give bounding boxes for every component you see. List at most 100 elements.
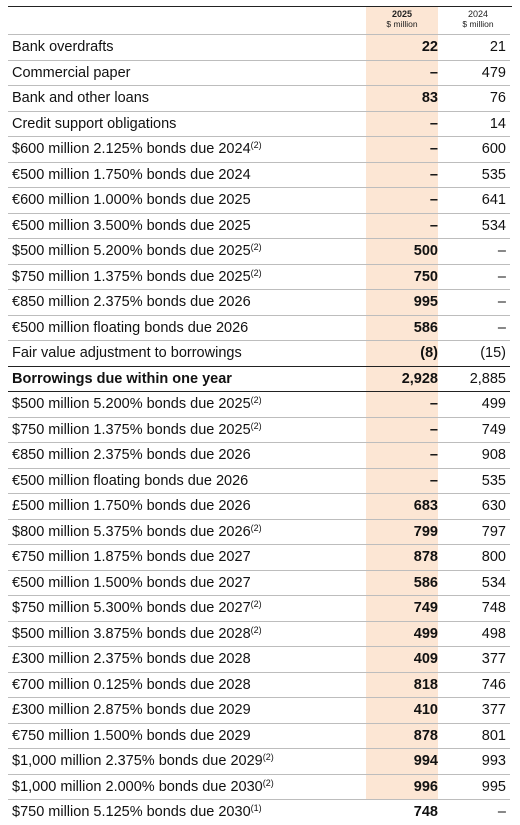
value-2025: 500 [370,238,448,264]
row-label-text: $500 million 5.200% bonds due 2025 [12,243,251,260]
value-2024: 908 [448,442,510,468]
row-label-text: €700 million 0.125% bonds due 2028 [12,676,251,693]
row-label-text: €500 million floating bonds due 2026 [12,319,249,336]
table-row: €850 million 2.375% bonds due 2026 –908 [8,442,510,468]
table-row: €750 million 1.500% bonds due 2029 878 801 [8,722,510,749]
row-label-text: $500 million 3.875% bonds due 2028 [12,625,251,642]
value-2025: 499 [370,620,448,647]
value-2024: 800 [448,544,510,570]
table-row: £300 million 2.875% bonds due 2029 410 377 [8,697,510,723]
row-label-text: Bank overdrafts [12,39,114,56]
row-label: €500 million floating bonds due 2026 [8,467,370,494]
value-2025: – [370,442,448,468]
value-2024: 749 [448,416,510,443]
row-label: €750 million 1.875% bonds due 2027 [8,544,370,570]
row-label: Commercial paper [8,59,370,86]
value-2024: 995 [448,773,510,800]
row-label-text: $1,000 million 2.000% bonds due 2030 [12,778,263,795]
row-label: Fair value adjustment to borrowings [8,340,370,366]
value-2025: 818 [370,671,448,698]
row-label: $600 million 2.125% bonds due 2024(2) [8,136,370,162]
table-row: $750 million 5.125% bonds due 2030(1) 748… [8,799,510,825]
table-row: €500 million floating bonds due 2026 586– [8,314,510,341]
value-2025: 995 [370,289,448,315]
value-2024: 2,885 [448,365,510,392]
table-row: $800 million 5.375% bonds due 2026(2) 799… [8,518,510,545]
row-label-text: £500 million 1.750% bonds due 2026 [12,498,251,515]
value-2024: 76 [448,85,510,111]
footnote-ref: (2) [250,624,262,635]
table-row: $750 million 5.300% bonds due 2027(2) 749… [8,595,510,621]
value-2025: 2,928 [370,365,448,392]
header-2024-unit: $ million [462,19,494,29]
table-row: $500 million 5.200% bonds due 2025(2) –49… [8,391,510,417]
value-2025: 994 [370,748,448,774]
table-row: Credit support obligations –14 [8,110,510,137]
row-label-text: €500 million 3.500% bonds due 2025 [12,217,251,234]
row-label: €700 million 0.125% bonds due 2028 [8,671,370,698]
value-2024: – [448,263,510,290]
row-label: €850 million 2.375% bonds due 2026 [8,442,370,468]
table-row: €750 million 1.875% bonds due 2027 878 800 [8,544,510,570]
value-2025: – [370,212,448,239]
footnote-ref: (2) [250,599,262,610]
table-row: €500 million 3.500% bonds due 2025 –534 [8,212,510,239]
value-2024: 377 [448,646,510,672]
row-label-text: Fair value adjustment to borrowings [12,345,242,362]
row-label: €500 million 3.500% bonds due 2025 [8,212,370,239]
top-rule [8,6,512,7]
value-2025: 410 [370,697,448,723]
value-2025: 750 [370,263,448,290]
row-label: Bank overdrafts [8,34,370,60]
value-2024: – [448,799,510,825]
row-label: $500 million 3.875% bonds due 2028(2) [8,620,370,647]
value-2025: 22 [370,34,448,60]
row-label-text: €750 million 1.875% bonds due 2027 [12,549,251,566]
row-label: £300 million 2.875% bonds due 2029 [8,697,370,723]
value-2025: – [370,391,448,417]
total-row: Borrowings due within one year 2,928 2,885 [8,365,510,392]
header-2024-year: 2024 [467,9,489,19]
row-label: £500 million 1.750% bonds due 2026 [8,493,370,519]
table-row: Bank overdrafts 22 21 [8,34,510,60]
footnote-ref: (2) [262,777,274,788]
value-2024: 377 [448,697,510,723]
table-row: €500 million 1.500% bonds due 2027 586 534 [8,569,510,596]
value-2025: 409 [370,646,448,672]
row-label-text: €850 million 2.375% bonds due 2026 [12,447,251,464]
table-row: £500 million 1.750% bonds due 2026 683 630 [8,493,510,519]
value-2024: 535 [448,161,510,188]
value-2024: 746 [448,671,510,698]
row-label-text: €850 million 2.375% bonds due 2026 [12,294,251,311]
row-label-text: $600 million 2.125% bonds due 2024 [12,141,251,158]
row-label-text: €500 million floating bonds due 2026 [12,472,249,489]
value-2025: 586 [370,569,448,596]
borrowings-table-page: 2025 $ million 2024 $ million Bank overd… [0,6,520,825]
table-row: $600 million 2.125% bonds due 2024(2) –60… [8,136,510,162]
value-2024: 600 [448,136,510,162]
value-2024: – [448,238,510,264]
row-label-text: $500 million 5.200% bonds due 2025 [12,396,251,413]
row-label-text: Commercial paper [12,64,131,81]
value-2024: 797 [448,518,510,545]
value-2024: 479 [448,59,510,86]
value-2024: 534 [448,212,510,239]
row-label-text: $750 million 5.300% bonds due 2027 [12,600,251,617]
value-2025: – [370,161,448,188]
header-2024: 2024 $ million [446,9,510,29]
row-label: €500 million 1.500% bonds due 2027 [8,569,370,596]
value-2025: – [370,59,448,86]
row-label-text: Borrowings due within one year [12,370,232,387]
column-header: 2025 $ million 2024 $ million [0,9,520,34]
table-row: $500 million 3.875% bonds due 2028(2) 499… [8,620,510,647]
row-label-text: £300 million 2.875% bonds due 2029 [12,702,251,719]
value-2024: 801 [448,722,510,749]
value-2024: 535 [448,467,510,494]
row-label: $1,000 million 2.000% bonds due 2030(2) [8,773,370,800]
row-label: $800 million 5.375% bonds due 2026(2) [8,518,370,545]
value-2025: – [370,416,448,443]
footnote-ref: (2) [250,140,262,151]
value-2024: 498 [448,620,510,647]
table-row: $750 million 1.375% bonds due 2025(2) –74… [8,416,510,443]
table-row: €500 million floating bonds due 2026 –535 [8,467,510,494]
